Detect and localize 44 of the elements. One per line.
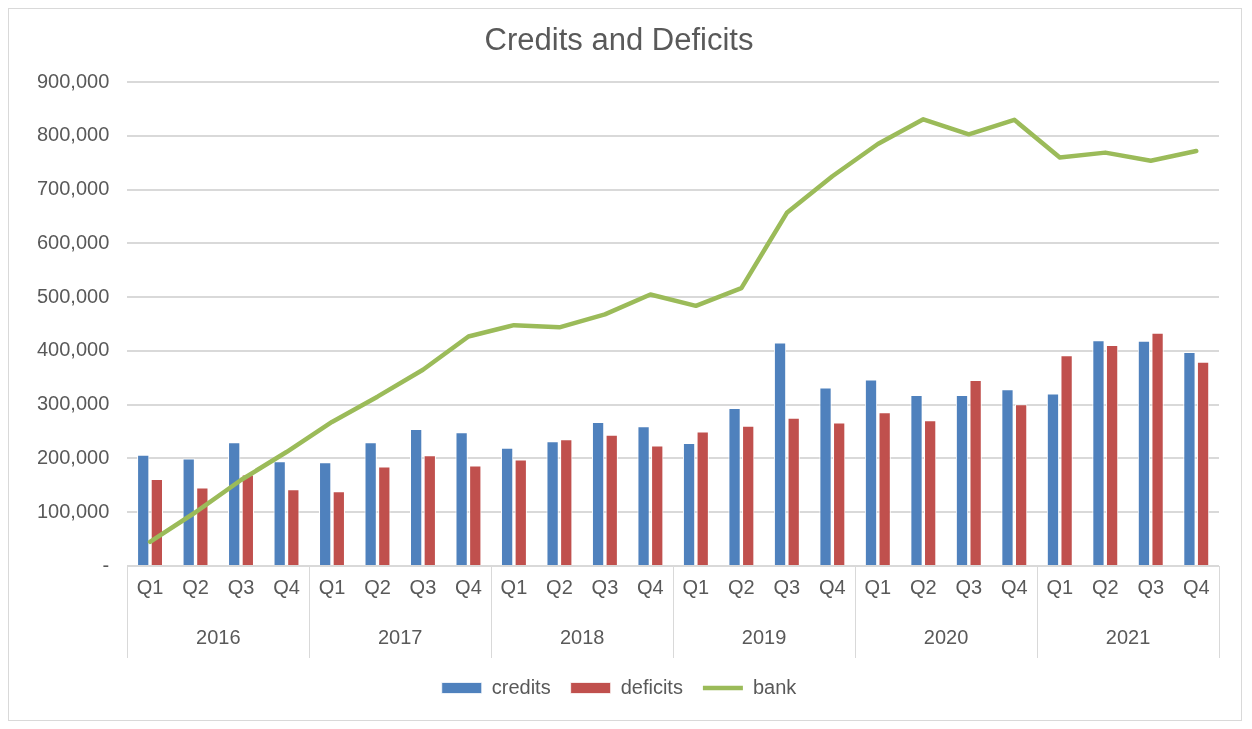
text: 2019 bbox=[741, 625, 787, 648]
x-tick-label: Q1 bbox=[864, 575, 892, 598]
x-tick-label: Q2 bbox=[909, 575, 937, 598]
x-tick-label: Q3 bbox=[1137, 575, 1165, 598]
x-tick-label: Q4 bbox=[1182, 575, 1210, 598]
text: 2016 bbox=[196, 625, 241, 648]
x-tick-label: Q4 bbox=[637, 575, 664, 598]
x-tick-label: Q4 bbox=[819, 575, 846, 598]
y-tick-label: 900,000 bbox=[37, 69, 110, 92]
y-tick-label: 600,000 bbox=[37, 230, 110, 253]
legend-label: bank bbox=[752, 675, 798, 698]
x-tick-label: Q2 bbox=[546, 575, 573, 598]
x-tick-label: Q3 bbox=[773, 575, 801, 598]
y-tick-label: 800,000 bbox=[37, 123, 110, 146]
text: 2018 bbox=[559, 625, 605, 648]
y-tick-label: 700,000 bbox=[37, 177, 110, 200]
x-tick-label: Q1 bbox=[682, 575, 710, 598]
x-tick-label: Q4 bbox=[455, 575, 482, 598]
text: 2017 bbox=[377, 625, 423, 648]
x-tick-label: Q2 bbox=[1091, 575, 1119, 598]
y-tick-label: 300,000 bbox=[37, 392, 110, 415]
text: 2020 bbox=[923, 625, 969, 648]
x-tick-label: Q2 bbox=[182, 575, 209, 598]
y-tick-label: 200,000 bbox=[37, 446, 110, 468]
y-tick-label: 100,000 bbox=[37, 499, 110, 522]
chart-title: Credits and Deficits bbox=[484, 22, 754, 58]
y-tick-label: - bbox=[102, 553, 110, 576]
legend-label: credits bbox=[491, 675, 551, 698]
x-tick-label: Q3 bbox=[591, 575, 619, 598]
x-tick-label: Q1 bbox=[318, 575, 346, 598]
text: 2021 bbox=[1105, 625, 1151, 648]
y-tick-label: 400,000 bbox=[37, 338, 110, 361]
x-tick-label: Q1 bbox=[500, 575, 528, 598]
x-tick-label: Q4 bbox=[1000, 575, 1028, 598]
x-tick-label: Q1 bbox=[136, 575, 164, 598]
x-tick-label: Q2 bbox=[364, 575, 391, 598]
x-tick-label: Q3 bbox=[955, 575, 983, 598]
legend-label: deficits bbox=[620, 675, 683, 698]
x-tick-label: Q4 bbox=[273, 575, 300, 598]
x-tick-label: Q3 bbox=[409, 575, 437, 598]
x-tick-label: Q1 bbox=[1046, 575, 1074, 598]
y-tick-label: 500,000 bbox=[37, 284, 110, 307]
x-tick-label: Q2 bbox=[728, 575, 755, 598]
x-tick-label: Q3 bbox=[227, 575, 255, 598]
